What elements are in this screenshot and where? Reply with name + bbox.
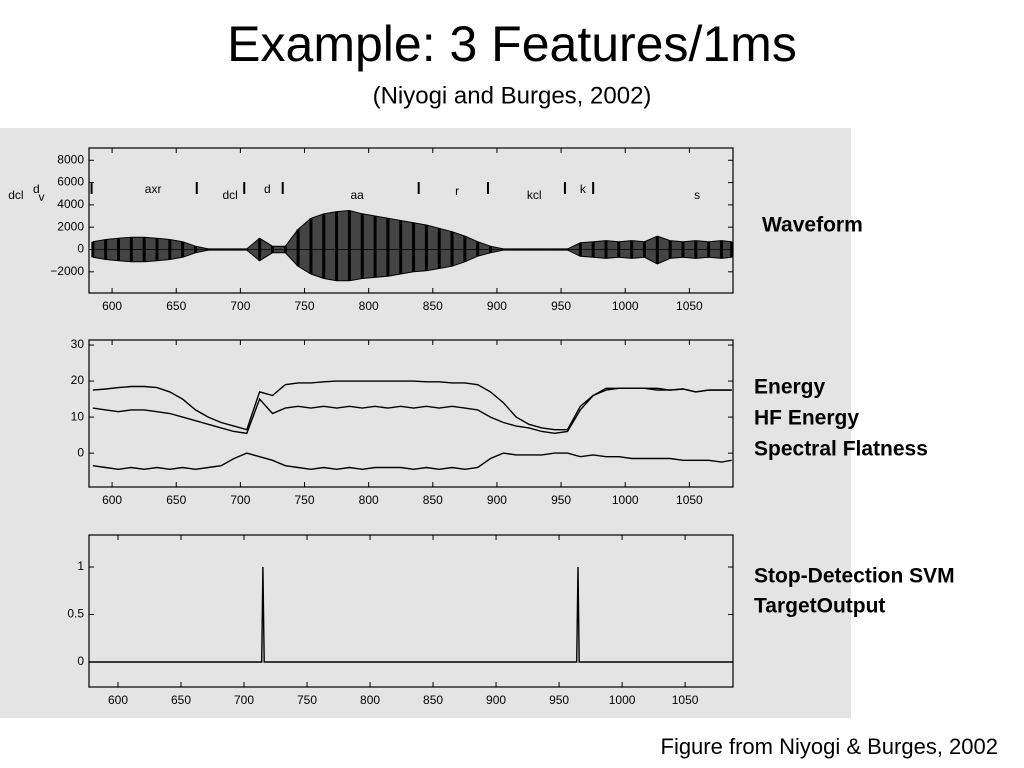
phone-label: v <box>39 190 45 204</box>
x-tick-label: 700 <box>230 299 250 313</box>
x-tick-label: 600 <box>108 693 128 707</box>
x-tick-label: 700 <box>230 493 250 507</box>
legend-label: Energy <box>754 376 826 399</box>
y-tick-label: 30 <box>71 337 85 351</box>
x-tick-label: 950 <box>551 493 571 507</box>
x-tick-label: 600 <box>102 299 122 313</box>
y-tick-label: 10 <box>71 409 85 423</box>
x-tick-label: 1000 <box>609 693 636 707</box>
y-tick-label: 4000 <box>57 197 84 211</box>
phone-label: aa <box>350 188 364 202</box>
plot-area <box>88 147 734 294</box>
y-tick-label: 0 <box>77 445 84 459</box>
slide-subtitle: (Niyogi and Burges, 2002) <box>373 82 652 109</box>
y-tick-label: 6000 <box>57 175 84 189</box>
x-tick-label: 850 <box>423 299 443 313</box>
x-tick-label: 650 <box>166 299 186 313</box>
x-tick-label: 950 <box>549 693 569 707</box>
x-tick-label: 1050 <box>676 299 703 313</box>
y-tick-label: −2000 <box>50 264 84 278</box>
phone-label: kcl <box>527 188 542 202</box>
phone-label: dcl <box>222 188 237 202</box>
y-tick-label: 1 <box>77 559 84 573</box>
x-tick-label: 600 <box>102 493 122 507</box>
plot-area <box>88 339 734 488</box>
phone-label: axr <box>145 182 162 196</box>
phone-label: d <box>264 182 271 196</box>
y-tick-label: 2000 <box>57 219 84 233</box>
slide-title: Example: 3 Features/1ms <box>227 16 797 72</box>
x-tick-label: 800 <box>359 493 379 507</box>
phone-label: s <box>694 188 700 202</box>
x-tick-label: 750 <box>295 493 315 507</box>
x-tick-label: 900 <box>487 493 507 507</box>
chart-label: TargetOutput <box>754 595 885 618</box>
x-tick-label: 750 <box>297 693 317 707</box>
x-tick-label: 650 <box>171 693 191 707</box>
waveform-edge <box>92 249 732 282</box>
x-tick-label: 900 <box>486 693 506 707</box>
chart-label: Stop-Detection SVM <box>754 565 955 588</box>
series-line <box>89 566 733 663</box>
y-tick-label: 0.5 <box>67 607 84 621</box>
x-tick-label: 800 <box>359 299 379 313</box>
series-line <box>92 452 732 471</box>
x-tick-label: 950 <box>551 299 571 313</box>
x-tick-label: 1050 <box>676 493 703 507</box>
phone-label: d <box>33 182 40 196</box>
x-tick-label: 1000 <box>612 299 639 313</box>
x-tick-label: 850 <box>423 693 443 707</box>
x-tick-label: 700 <box>234 693 254 707</box>
x-tick-label: 800 <box>360 693 380 707</box>
chart-label: Waveform <box>762 214 863 237</box>
plot-area <box>88 534 734 688</box>
y-tick-label: 20 <box>71 373 85 387</box>
x-tick-label: 650 <box>166 493 186 507</box>
y-tick-label: 0 <box>77 242 84 256</box>
waveform-edge <box>92 209 732 250</box>
series-line <box>92 387 732 435</box>
legend-label: HF Energy <box>754 407 859 430</box>
phone-label: r <box>455 184 459 198</box>
x-tick-label: 850 <box>423 493 443 507</box>
x-tick-label: 1000 <box>612 493 639 507</box>
figure-panel <box>0 128 851 718</box>
x-tick-label: 900 <box>487 299 507 313</box>
x-tick-label: 1050 <box>672 693 699 707</box>
phone-label: dcl <box>8 188 23 202</box>
y-tick-label: 0 <box>77 654 84 668</box>
phone-label: k <box>580 182 587 196</box>
y-tick-label: 8000 <box>57 152 84 166</box>
legend-label: Spectral Flatness <box>754 438 928 461</box>
x-tick-label: 750 <box>295 299 315 313</box>
caption: Figure from Niyogi & Burges, 2002 <box>661 734 999 759</box>
